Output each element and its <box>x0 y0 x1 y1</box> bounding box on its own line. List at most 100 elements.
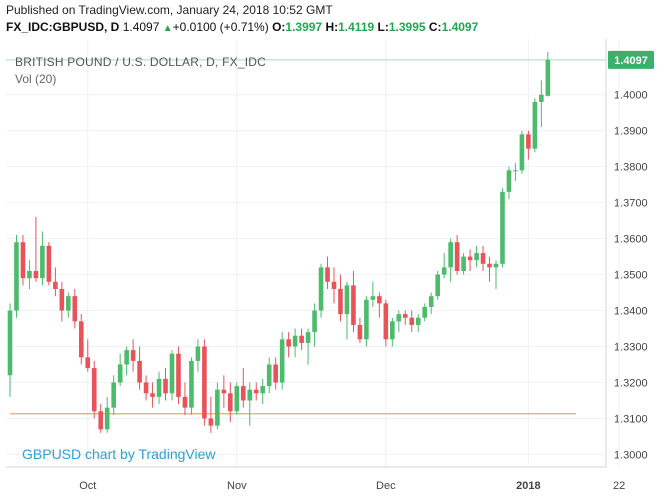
candle-body <box>441 267 447 275</box>
y-tick-label: 1.3400 <box>614 306 648 318</box>
candle-body <box>273 364 278 383</box>
close-value: 1.4097 <box>441 20 479 34</box>
candle-body <box>454 242 460 271</box>
candle-body <box>338 288 343 315</box>
high-value: 1.4119 <box>338 20 375 34</box>
candle-body <box>506 170 512 192</box>
candle-body <box>182 396 188 408</box>
candle-body <box>266 364 272 387</box>
candle-body <box>156 378 162 397</box>
candle-body <box>240 386 246 401</box>
candle-body <box>169 353 175 394</box>
candle-body <box>150 393 155 397</box>
close-label: C: <box>428 20 442 34</box>
candle-body <box>20 242 26 279</box>
candle-body <box>519 134 525 171</box>
candle-body <box>396 314 402 322</box>
x-tick-label: 22 <box>613 480 625 492</box>
candle-body <box>415 317 421 325</box>
candle-body <box>130 350 136 361</box>
open-label: O: <box>272 20 286 34</box>
candle-body <box>117 364 123 383</box>
candle-body <box>40 245 45 279</box>
x-tick-label: Nov <box>227 480 247 492</box>
candle-body <box>85 357 91 369</box>
chart-pane[interactable]: 1.3000 1.3100 1.3200 1.3300 1.3400 1.3500 1.36… <box>6 39 654 499</box>
y-tick-label: 1.3500 <box>614 270 648 282</box>
candle-body <box>422 306 428 318</box>
up-triangle-icon: ▲ <box>162 23 173 34</box>
candle-body <box>33 270 39 279</box>
symbol-label: FX_IDC:GBPUSD, D <box>6 20 120 34</box>
open-value: 1.3997 <box>285 20 323 34</box>
candle-body <box>318 267 324 311</box>
candle-body <box>292 335 298 347</box>
y-tick-label: 1.3000 <box>614 449 648 461</box>
x-tick-label: Oct <box>79 480 96 492</box>
candle-body <box>461 256 466 271</box>
candle-body <box>299 335 304 343</box>
candle-body <box>228 393 233 412</box>
candle-body <box>189 360 194 408</box>
candle-body <box>325 267 330 282</box>
candle-body <box>286 339 291 347</box>
last-price-value: 1.4097 <box>122 20 160 34</box>
candle-body <box>202 346 207 419</box>
candle-body <box>513 170 518 172</box>
candle-body <box>124 350 129 365</box>
y-tick-label: 1.3700 <box>614 198 648 210</box>
candle-body <box>364 299 369 340</box>
volume-indicator-label[interactable]: Vol (20) <box>15 72 57 86</box>
candle-body <box>59 288 65 311</box>
low-value: 1.3995 <box>388 20 426 34</box>
candle-body <box>176 353 181 397</box>
candle-body <box>402 314 408 318</box>
candle-body <box>377 296 382 304</box>
watermark-link[interactable]: GBPUSD chart by TradingView <box>22 446 216 462</box>
candle-body <box>215 389 220 426</box>
candle-body <box>247 389 253 401</box>
candle-body <box>526 134 531 149</box>
candle-body <box>344 285 350 315</box>
candle-body <box>467 256 473 261</box>
candle-body <box>14 242 19 311</box>
candle-body <box>78 321 84 358</box>
candle-body <box>53 281 58 289</box>
candle-body <box>7 310 13 376</box>
candle-body <box>435 274 440 297</box>
x-tick-label: 2018 <box>516 480 540 492</box>
candle-body <box>331 281 337 289</box>
candle-body <box>104 407 110 430</box>
candle-body <box>46 245 52 282</box>
candle-body <box>480 253 486 264</box>
x-tick-label: Dec <box>376 480 396 492</box>
candle-body <box>234 386 240 412</box>
candle-body <box>409 317 415 325</box>
candle-body <box>279 339 285 383</box>
candle-body <box>493 263 499 268</box>
candle-body <box>305 332 311 343</box>
candle-body <box>253 389 259 394</box>
candle-body <box>27 270 32 279</box>
candle-body <box>208 418 214 426</box>
candle-body <box>163 378 168 394</box>
change-value: +0.0100 (+0.71%) <box>172 20 269 34</box>
candle-body <box>195 346 201 361</box>
candlestick-chart[interactable]: 1.3000 1.3100 1.3200 1.3300 1.3400 1.3500 1.36… <box>6 39 654 499</box>
chart-background <box>6 39 654 499</box>
candle-body <box>448 242 453 268</box>
candle-body <box>98 411 104 430</box>
candle-body <box>357 324 363 340</box>
candle-body <box>545 59 551 96</box>
candle-body <box>487 263 492 268</box>
candle-body <box>111 382 116 408</box>
ohlc-legend: FX_IDC:GBPUSD, D 1.4097 ▲+0.0100 (+0.71%… <box>6 20 478 34</box>
y-tick-label: 1.3600 <box>614 234 648 246</box>
chart-title: BRITISH POUND / U.S. DOLLAR, D, FX_IDC <box>15 55 266 69</box>
candle-body <box>66 296 71 311</box>
candle-body <box>143 382 149 394</box>
candle-body <box>312 310 317 333</box>
candle-body <box>539 94 544 102</box>
price-tag-label: 1.4097 <box>614 55 648 67</box>
y-tick-label: 1.3200 <box>614 377 648 389</box>
